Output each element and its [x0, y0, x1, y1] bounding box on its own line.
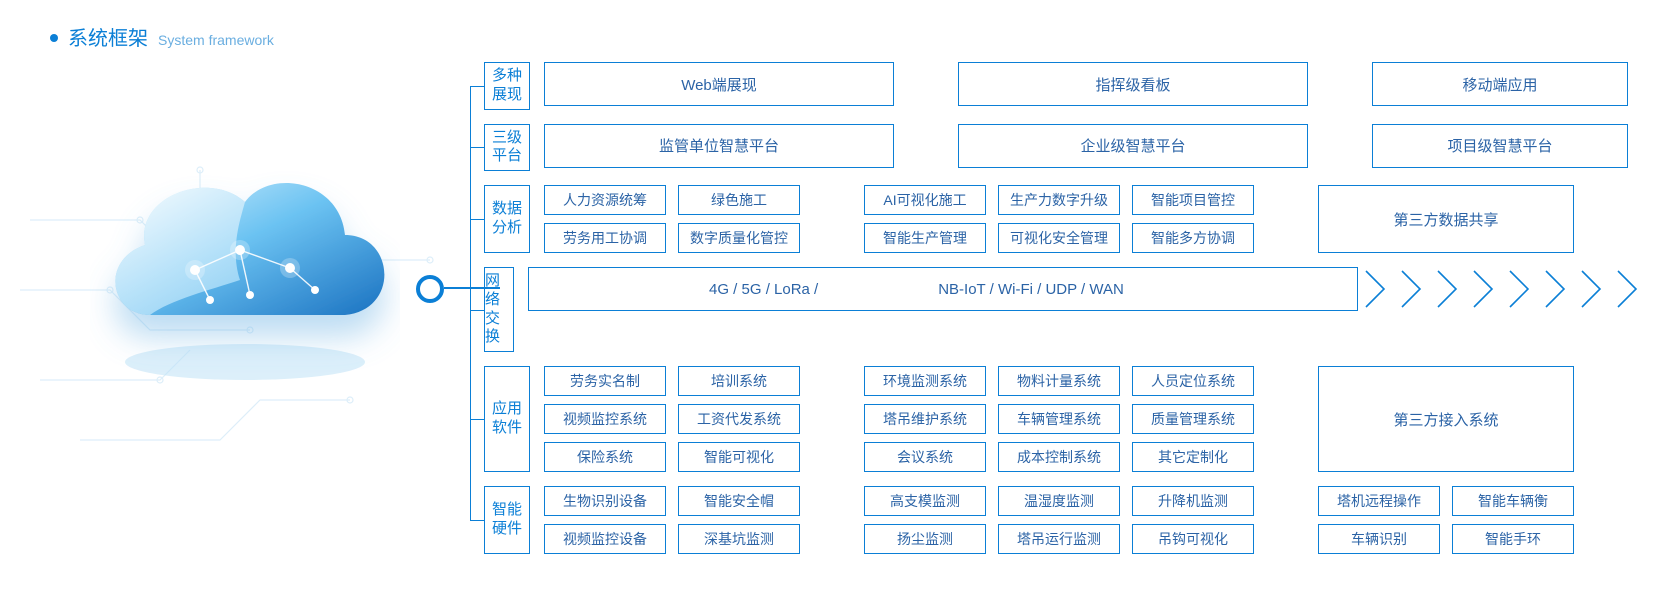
chevron-group [1362, 267, 1644, 311]
cloud-illustration [30, 120, 430, 520]
cell-box: 深基坑监测 [678, 524, 800, 554]
cell-box: 温湿度监测 [998, 486, 1120, 516]
chevron-icon [1434, 267, 1464, 311]
cell-box: 工资代发系统 [678, 404, 800, 434]
row-content: 4G / 5G / LoRa / NB-IoT / Wi-Fi / UDP / W… [528, 267, 1644, 352]
row-3: 网络交换 4G / 5G / LoRa / NB-IoT / Wi-Fi / UDP… [484, 267, 1644, 352]
h-stub [470, 310, 484, 311]
h-stub [470, 86, 484, 87]
cell-box: 人力资源统筹 [544, 185, 666, 215]
cell-box: 质量管理系统 [1132, 404, 1254, 434]
cell-box: 人员定位系统 [1132, 366, 1254, 396]
cloud-icon [90, 140, 400, 400]
cell-bigbox: 移动端应用 [1372, 62, 1628, 106]
cell-box: 扬尘监测 [864, 524, 986, 554]
row-content: 监管单位智慧平台 企业级智慧平台 项目级智慧平台 [544, 124, 1644, 172]
cell-box: 智能手环 [1452, 524, 1574, 554]
side-box: 第三方数据共享 [1318, 185, 1574, 253]
cell-box: 其它定制化 [1132, 442, 1254, 472]
row-1: 三级平台监管单位智慧平台 企业级智慧平台 项目级智慧平台 [484, 124, 1644, 172]
cell-box: 智能项目管控 [1132, 185, 1254, 215]
cell-box: 车辆管理系统 [998, 404, 1120, 434]
cell-box: 塔机远程操作 [1318, 486, 1440, 516]
cell-box: 视频监控系统 [544, 404, 666, 434]
cell-box: 吊钩可视化 [1132, 524, 1254, 554]
row-4: 应用软件劳务实名制培训系统 环境监测系统物料计量系统人员定位系统视频监控系统工资代… [484, 366, 1644, 472]
h-stub [470, 520, 484, 521]
cell-box: 会议系统 [864, 442, 986, 472]
title-cn: 系统框架 [68, 22, 148, 51]
cell-box: 智能车辆衡 [1452, 486, 1574, 516]
cell-box: 成本控制系统 [998, 442, 1120, 472]
cell-box: 劳务实名制 [544, 366, 666, 396]
cell-box: 智能多方协调 [1132, 223, 1254, 253]
h-stub [470, 419, 484, 420]
cell-box: 视频监控设备 [544, 524, 666, 554]
chevron-icon [1578, 267, 1608, 311]
row-content: 人力资源统筹绿色施工 AI可视化施工生产力数字升级智能项目管控劳务用工协调数字质量… [544, 185, 1644, 253]
cell-bigbox: 指挥级看板 [958, 62, 1308, 106]
cell-box: 生物识别设备 [544, 486, 666, 516]
cell-box: 生产力数字升级 [998, 185, 1120, 215]
chevron-icon [1362, 267, 1392, 311]
title-en: System framework [158, 32, 274, 48]
cell-box: AI可视化施工 [864, 185, 986, 215]
cell-box: 智能生产管理 [864, 223, 986, 253]
net-text-a: 4G / 5G / LoRa / [709, 281, 818, 298]
side-box: 第三方接入系统 [1318, 366, 1574, 472]
bullet-icon [50, 34, 58, 42]
chevron-icon [1506, 267, 1536, 311]
chevron-icon [1614, 267, 1644, 311]
row-label: 多种展现 [484, 62, 530, 110]
cell-box: 塔吊运行监测 [998, 524, 1120, 554]
row-0: 多种展现 Web端展现 指挥级看板 移动端应用 [484, 62, 1644, 110]
row-label: 智能硬件 [484, 486, 530, 554]
row-content: 生物识别设备智能安全帽 高支模监测温湿度监测升降机监测 塔机远程操作智能车辆衡视频监… [544, 486, 1644, 554]
cell-bigbox: 监管单位智慧平台 [544, 124, 894, 168]
row-content: 劳务实名制培训系统 环境监测系统物料计量系统人员定位系统视频监控系统工资代发系统 塔… [544, 366, 1644, 472]
cell-box: 保险系统 [544, 442, 666, 472]
cell-box: 升降机监测 [1132, 486, 1254, 516]
cell-box: 培训系统 [678, 366, 800, 396]
cell-box: 智能安全帽 [678, 486, 800, 516]
row-label: 数据分析 [484, 185, 530, 253]
cell-box: 智能可视化 [678, 442, 800, 472]
cell-box: 塔吊维护系统 [864, 404, 986, 434]
cell-bigbox: Web端展现 [544, 62, 894, 106]
network-row: 4G / 5G / LoRa / NB-IoT / Wi-Fi / UDP / W… [528, 267, 1644, 311]
cell-box: 环境监测系统 [864, 366, 986, 396]
chevron-icon [1470, 267, 1500, 311]
cell-bigbox: 企业级智慧平台 [958, 124, 1308, 168]
h-stub [470, 219, 484, 220]
row-label: 网络交换 [484, 267, 514, 352]
row-content: Web端展现 指挥级看板 移动端应用 [544, 62, 1644, 110]
row-label: 应用软件 [484, 366, 530, 472]
cell-bigbox: 项目级智慧平台 [1372, 124, 1628, 168]
cell-box: 数字质量化管控 [678, 223, 800, 253]
h-stub [470, 147, 484, 148]
cell-box: 车辆识别 [1318, 524, 1440, 554]
connector-node-icon [416, 275, 444, 303]
chevron-icon [1542, 267, 1572, 311]
network-box: 4G / 5G / LoRa / NB-IoT / Wi-Fi / UDP / W… [528, 267, 1358, 311]
net-text-b: NB-IoT / Wi-Fi / UDP / WAN [938, 281, 1124, 298]
row-label: 三级平台 [484, 124, 530, 172]
cell-box: 劳务用工协调 [544, 223, 666, 253]
cell-box: 高支模监测 [864, 486, 986, 516]
vertical-spine [470, 86, 471, 520]
row-5: 智能硬件生物识别设备智能安全帽 高支模监测温湿度监测升降机监测 塔机远程操作智能车辆… [484, 486, 1644, 554]
section-title: 系统框架 System framework [50, 22, 274, 51]
row-2: 数据分析人力资源统筹绿色施工 AI可视化施工生产力数字升级智能项目管控劳务用工协调… [484, 185, 1644, 253]
framework-rows: 多种展现 Web端展现 指挥级看板 移动端应用三级平台监管单位智慧平台 企业级智慧平台 项… [484, 62, 1644, 554]
chevron-icon [1398, 267, 1428, 311]
cell-box: 物料计量系统 [998, 366, 1120, 396]
cell-box: 可视化安全管理 [998, 223, 1120, 253]
cell-box: 绿色施工 [678, 185, 800, 215]
